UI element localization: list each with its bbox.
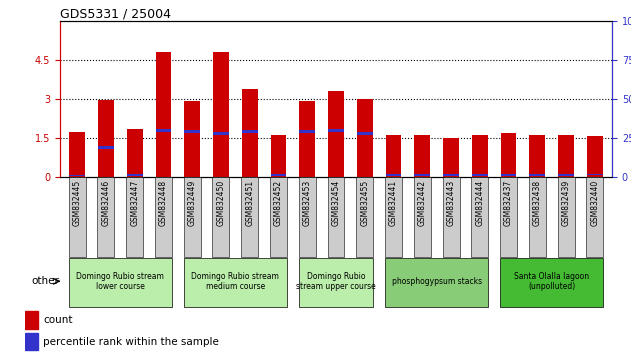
FancyBboxPatch shape: [298, 177, 316, 257]
Text: count: count: [43, 315, 73, 325]
Bar: [213, 52, 229, 177]
Text: GSM832452: GSM832452: [274, 179, 283, 225]
Text: GSM832448: GSM832448: [159, 179, 168, 225]
Bar: [98, 101, 114, 177]
Bar: [415, 135, 430, 177]
Bar: [472, 174, 488, 176]
Text: GSM832446: GSM832446: [102, 179, 110, 225]
Text: phosphogypsum stacks: phosphogypsum stacks: [392, 277, 481, 286]
Bar: [98, 146, 114, 149]
Bar: [415, 174, 430, 176]
Text: Domingo Rubio stream
lower course: Domingo Rubio stream lower course: [76, 272, 164, 291]
FancyBboxPatch shape: [270, 177, 287, 257]
Text: Santa Olalla lagoon
(unpolluted): Santa Olalla lagoon (unpolluted): [514, 272, 589, 291]
Text: GSM832439: GSM832439: [562, 179, 570, 225]
Text: percentile rank within the sample: percentile rank within the sample: [43, 337, 219, 347]
Bar: [443, 138, 459, 177]
FancyBboxPatch shape: [500, 258, 603, 307]
FancyBboxPatch shape: [184, 258, 287, 307]
Bar: [357, 132, 373, 136]
Bar: [127, 174, 143, 176]
Bar: [386, 135, 401, 177]
Bar: [558, 135, 574, 177]
Text: GSM832447: GSM832447: [130, 179, 139, 225]
Bar: [357, 99, 373, 177]
Bar: [69, 132, 85, 177]
FancyBboxPatch shape: [442, 177, 459, 257]
FancyBboxPatch shape: [327, 177, 345, 257]
FancyBboxPatch shape: [184, 177, 201, 257]
Bar: [271, 174, 286, 176]
Text: GSM832444: GSM832444: [475, 179, 484, 225]
Bar: [156, 129, 172, 132]
Bar: [386, 174, 401, 176]
Text: GSM832455: GSM832455: [360, 179, 369, 225]
Text: GSM832454: GSM832454: [331, 179, 341, 225]
Bar: [500, 174, 516, 176]
Bar: [443, 174, 459, 176]
Bar: [242, 130, 257, 133]
Bar: [25, 333, 38, 350]
Text: GSM832445: GSM832445: [73, 179, 81, 225]
Bar: [69, 175, 85, 177]
FancyBboxPatch shape: [558, 177, 575, 257]
FancyBboxPatch shape: [126, 177, 143, 257]
Bar: [587, 173, 603, 175]
Bar: [328, 91, 344, 177]
Bar: [127, 129, 143, 177]
Text: GSM832453: GSM832453: [303, 179, 312, 225]
Bar: [500, 133, 516, 177]
Text: GSM832437: GSM832437: [504, 179, 513, 225]
Bar: [213, 132, 229, 135]
Bar: [472, 135, 488, 177]
FancyBboxPatch shape: [500, 177, 517, 257]
FancyBboxPatch shape: [69, 258, 172, 307]
Bar: [529, 135, 545, 177]
Bar: [299, 101, 315, 177]
Text: GSM832450: GSM832450: [216, 179, 225, 225]
Bar: [25, 311, 38, 329]
FancyBboxPatch shape: [414, 177, 431, 257]
Text: other: other: [32, 276, 59, 286]
FancyBboxPatch shape: [241, 177, 258, 257]
Bar: [299, 130, 315, 133]
Bar: [587, 136, 603, 177]
FancyBboxPatch shape: [155, 177, 172, 257]
Text: GSM832440: GSM832440: [591, 179, 599, 225]
Text: GDS5331 / 25004: GDS5331 / 25004: [60, 7, 171, 20]
Text: GSM832441: GSM832441: [389, 179, 398, 225]
Bar: [184, 101, 200, 177]
FancyBboxPatch shape: [97, 177, 114, 257]
FancyBboxPatch shape: [529, 177, 546, 257]
Bar: [271, 135, 286, 177]
Text: GSM832442: GSM832442: [418, 179, 427, 225]
Bar: [558, 174, 574, 176]
FancyBboxPatch shape: [213, 177, 230, 257]
FancyBboxPatch shape: [69, 177, 86, 257]
FancyBboxPatch shape: [471, 177, 488, 257]
Text: GSM832451: GSM832451: [245, 179, 254, 225]
Text: GSM832443: GSM832443: [447, 179, 456, 225]
Bar: [328, 129, 344, 132]
Text: Domingo Rubio
stream upper course: Domingo Rubio stream upper course: [296, 272, 376, 291]
Text: GSM832449: GSM832449: [188, 179, 197, 225]
Bar: [184, 130, 200, 133]
FancyBboxPatch shape: [586, 177, 603, 257]
Bar: [529, 174, 545, 176]
FancyBboxPatch shape: [298, 258, 374, 307]
Text: Domingo Rubio stream
medium course: Domingo Rubio stream medium course: [191, 272, 280, 291]
FancyBboxPatch shape: [357, 177, 374, 257]
FancyBboxPatch shape: [385, 177, 402, 257]
Text: GSM832438: GSM832438: [533, 179, 542, 225]
Bar: [156, 52, 172, 177]
Bar: [242, 89, 257, 177]
FancyBboxPatch shape: [385, 258, 488, 307]
